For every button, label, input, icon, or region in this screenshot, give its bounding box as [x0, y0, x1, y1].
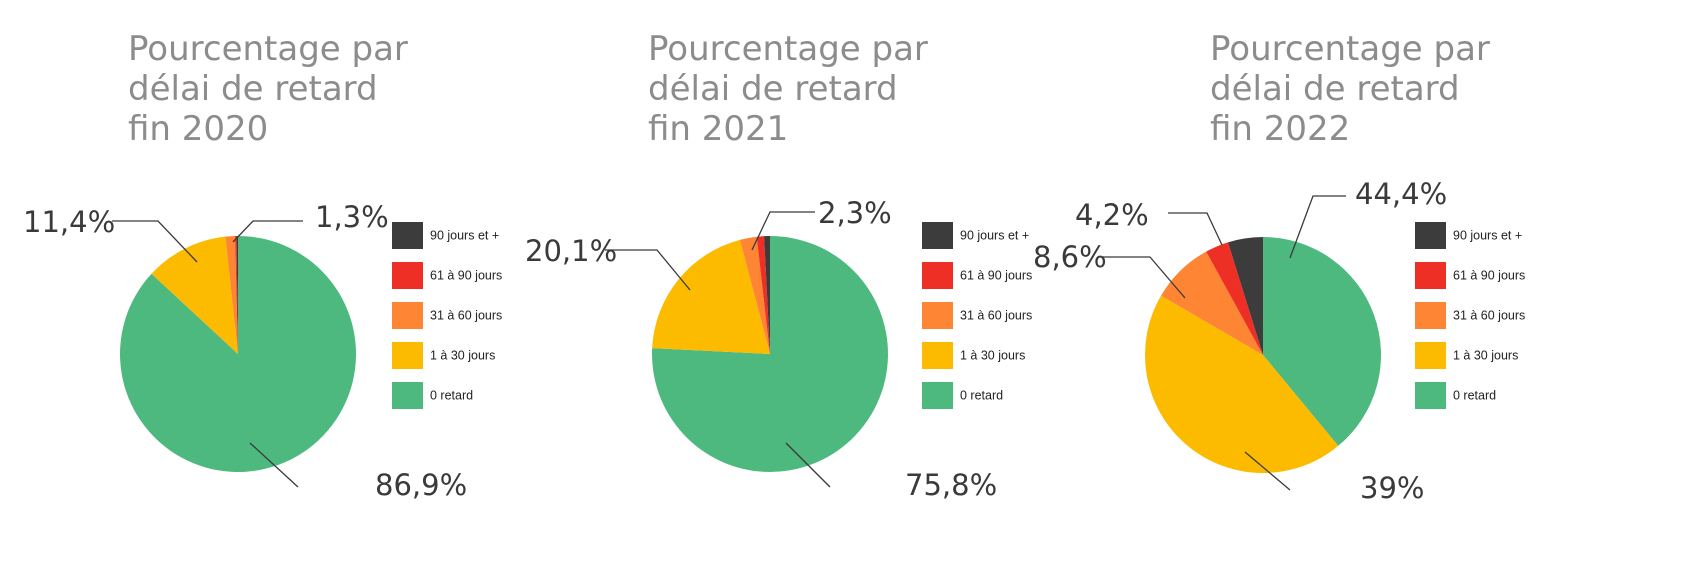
legend-swatch-61-a-90-jours [922, 262, 953, 289]
slice-90-jours-et [764, 236, 770, 354]
data-label-31-a-60-jours: 1,3% [315, 200, 389, 234]
chart-title-line: Pourcentage par [1210, 29, 1490, 69]
legend-swatch-90-jours-et [392, 222, 423, 249]
slice-0-retard [120, 236, 357, 472]
slice-1-a-30-jours [1145, 295, 1339, 474]
legend-swatch-90-jours-et [922, 222, 953, 249]
legend-swatch-0-retard [922, 382, 953, 409]
chart-title: Pourcentage par délai de retard fin 2021 [648, 29, 928, 149]
slice-61-a-90-jours [235, 236, 238, 354]
legend-swatch-0-retard [392, 382, 423, 409]
data-label-1-a-30-jours: 20,1% [525, 234, 617, 268]
leader-line [785, 442, 831, 488]
legend: 90 jours et + 61 à 90 jours 31 à 60 jours 1… [922, 222, 1032, 409]
data-label-0-retard: 75,8% [905, 468, 997, 502]
legend-label-1-a-30-jours: 1 à 30 jours [1453, 348, 1518, 362]
data-label-0-retard: 39% [1360, 471, 1424, 505]
legend: 90 jours et + 61 à 90 jours 31 à 60 jours 1… [392, 222, 502, 409]
legend-swatch-31-a-60-jours [922, 302, 953, 329]
slice-90-jours-et [1227, 237, 1263, 355]
slice-61-a-90-jours [756, 236, 770, 354]
chart-title-line: Pourcentage par [128, 29, 408, 69]
slice-90-jours-et [236, 236, 238, 354]
leader-line [605, 249, 691, 291]
slice-31-a-60-jours [225, 236, 238, 354]
slice-61-a-90-jours [1206, 242, 1263, 355]
data-label-1-a-30-jours: 44,4% [1355, 177, 1447, 211]
leader-line [112, 220, 198, 263]
legend-swatch-1-a-30-jours [392, 342, 423, 369]
leader-line [249, 442, 299, 488]
legend-swatch-31-a-60-jours [1415, 302, 1446, 329]
chart-title-line: fin 2022 [1210, 109, 1350, 149]
legend-label-1-a-30-jours: 1 à 30 jours [430, 348, 495, 362]
legend-swatch-31-a-60-jours [392, 302, 423, 329]
chart-title-line: délai de retard [648, 69, 898, 109]
data-label-0-retard: 86,9% [375, 468, 467, 502]
leader-line [1102, 256, 1186, 299]
slice-1-a-30-jours [151, 236, 238, 354]
chart-title-line: fin 2020 [128, 109, 268, 149]
legend-label-90-jours-et: 90 jours et + [1453, 228, 1522, 242]
legend-swatch-1-a-30-jours [922, 342, 953, 369]
chart-title-line: fin 2021 [648, 109, 788, 149]
legend-label-31-a-60-jours: 31 à 60 jours [430, 308, 502, 322]
slice-1-a-30-jours [652, 239, 770, 354]
legend-label-90-jours-et: 90 jours et + [960, 228, 1029, 242]
legend-label-0-retard: 0 retard [430, 388, 473, 402]
legend-swatch-61-a-90-jours [392, 262, 423, 289]
leader-line [1244, 451, 1291, 491]
legend-label-31-a-60-jours: 31 à 60 jours [1453, 308, 1525, 322]
legend-label-1-a-30-jours: 1 à 30 jours [960, 348, 1025, 362]
legend-swatch-1-a-30-jours [1415, 342, 1446, 369]
legend-swatch-0-retard [1415, 382, 1446, 409]
legend-label-90-jours-et: 90 jours et + [430, 228, 499, 242]
legend: 90 jours et + 61 à 90 jours 31 à 60 jours 1… [1415, 222, 1525, 409]
legend-label-0-retard: 0 retard [960, 388, 1003, 402]
leader-line [1289, 195, 1346, 259]
chart-title-line: Pourcentage par [648, 29, 928, 69]
data-label-61-a-90-jours: 4,2% [1075, 198, 1149, 232]
legend-swatch-90-jours-et [1415, 222, 1446, 249]
chart-title: Pourcentage par délai de retard fin 2020 [128, 29, 408, 149]
legend-label-0-retard: 0 retard [1453, 388, 1496, 402]
chart-title-line: délai de retard [1210, 69, 1460, 109]
slice-31-a-60-jours [1161, 251, 1263, 355]
slice-0-retard [1263, 237, 1382, 446]
legend-swatch-61-a-90-jours [1415, 262, 1446, 289]
legend-label-61-a-90-jours: 61 à 90 jours [1453, 268, 1525, 282]
leader-line [751, 211, 815, 251]
slice-0-retard [652, 236, 889, 473]
data-label-1-a-30-jours: 11,4% [23, 205, 115, 239]
data-label-31-a-60-jours: 2,3% [818, 196, 892, 230]
pie-chart-2: Pourcentage par délai de retard fin 2021 75… [525, 29, 1032, 502]
leader-line [232, 220, 303, 243]
leader-line [1168, 212, 1223, 246]
pie-chart-1: Pourcentage par délai de retard fin 2020 86… [23, 29, 502, 502]
slice-31-a-60-jours [739, 236, 770, 354]
chart-title-line: délai de retard [128, 69, 378, 109]
legend-label-61-a-90-jours: 61 à 90 jours [960, 268, 1032, 282]
data-label-31-a-60-jours: 8,6% [1033, 240, 1107, 274]
chart-title: Pourcentage par délai de retard fin 2022 [1210, 29, 1490, 149]
legend-label-61-a-90-jours: 61 à 90 jours [430, 268, 502, 282]
legend-label-31-a-60-jours: 31 à 60 jours [960, 308, 1032, 322]
pie-chart-3: Pourcentage par délai de retard fin 2022 39… [1033, 29, 1525, 505]
